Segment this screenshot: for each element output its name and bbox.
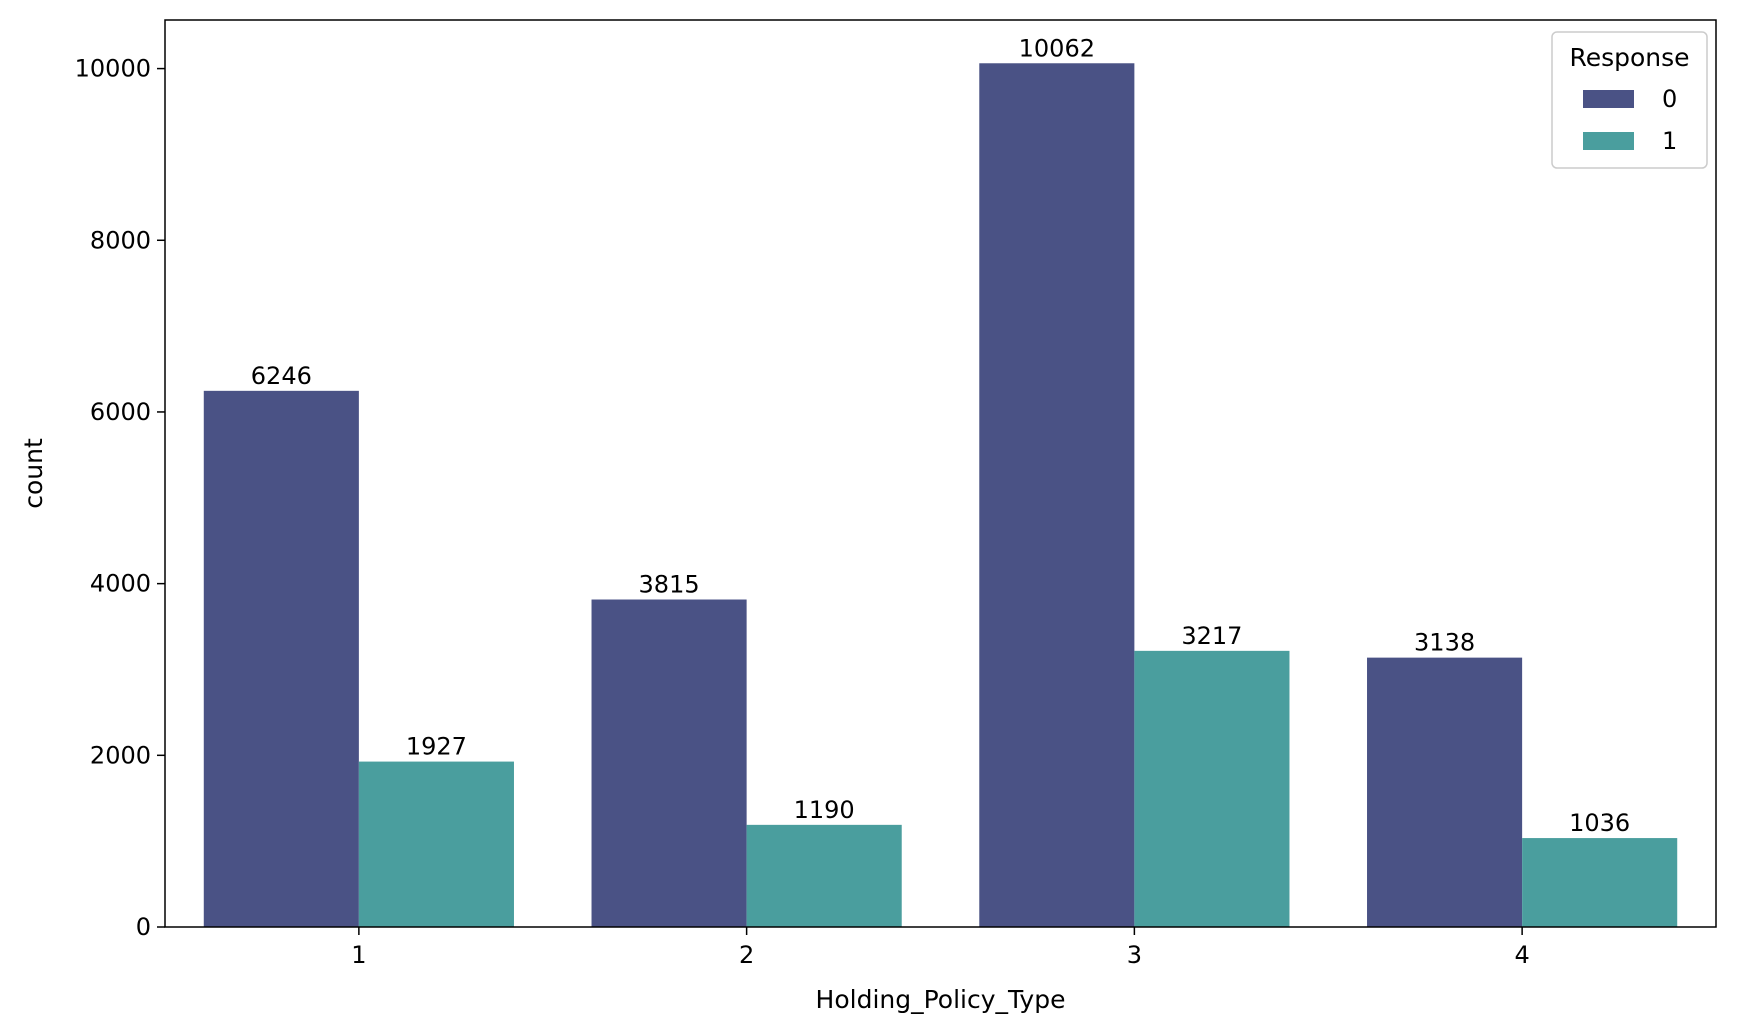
legend: Response 01 bbox=[1551, 31, 1708, 169]
y-tick-label: 4000 bbox=[90, 570, 151, 598]
bars-layer bbox=[203, 63, 1678, 928]
y-tick-label: 8000 bbox=[90, 226, 151, 254]
bar bbox=[979, 63, 1135, 928]
x-tick-label: 2 bbox=[739, 941, 754, 969]
legend-swatch bbox=[1583, 90, 1634, 108]
bar bbox=[746, 824, 902, 927]
y-tick-label: 10000 bbox=[75, 55, 151, 83]
y-axis-ticks: 0 2000 4000 6000 8000 10000 bbox=[75, 55, 165, 941]
bar-labels-layer: 6246 1927 3815 1190 10062 3217 3138 1036 bbox=[251, 34, 1630, 837]
bar-value-label: 1036 bbox=[1569, 809, 1630, 837]
bar bbox=[1367, 657, 1523, 927]
y-axis-label: count bbox=[19, 438, 48, 509]
bar-value-label: 10062 bbox=[1019, 34, 1095, 62]
legend-title: Response bbox=[1569, 43, 1689, 72]
legend-label: 1 bbox=[1662, 127, 1677, 155]
x-tick-label: 4 bbox=[1514, 941, 1529, 969]
y-tick-label: 6000 bbox=[90, 398, 151, 426]
bar-value-label: 3815 bbox=[639, 571, 700, 599]
x-tick-label: 1 bbox=[351, 941, 366, 969]
bar-value-label: 3217 bbox=[1181, 622, 1242, 650]
bar bbox=[591, 599, 747, 927]
x-tick-label: 3 bbox=[1127, 941, 1142, 969]
bar bbox=[358, 761, 514, 927]
y-tick-label: 2000 bbox=[90, 741, 151, 769]
legend-swatch bbox=[1583, 132, 1634, 150]
x-axis-label: Holding_Policy_Type bbox=[816, 985, 1066, 1014]
plot-frame bbox=[164, 19, 1717, 928]
y-tick-label: 0 bbox=[136, 913, 151, 941]
bar bbox=[1522, 838, 1678, 927]
bar-value-label: 1927 bbox=[406, 733, 467, 761]
bar-value-label: 3138 bbox=[1414, 629, 1475, 657]
x-axis-ticks: 1 2 3 4 bbox=[351, 927, 1530, 969]
bar bbox=[1134, 650, 1290, 927]
legend-items: 01 bbox=[1583, 85, 1677, 155]
bar bbox=[203, 390, 359, 928]
bar-value-label: 6246 bbox=[251, 362, 312, 390]
bar-value-label: 1190 bbox=[794, 796, 855, 824]
legend-label: 0 bbox=[1662, 85, 1677, 113]
